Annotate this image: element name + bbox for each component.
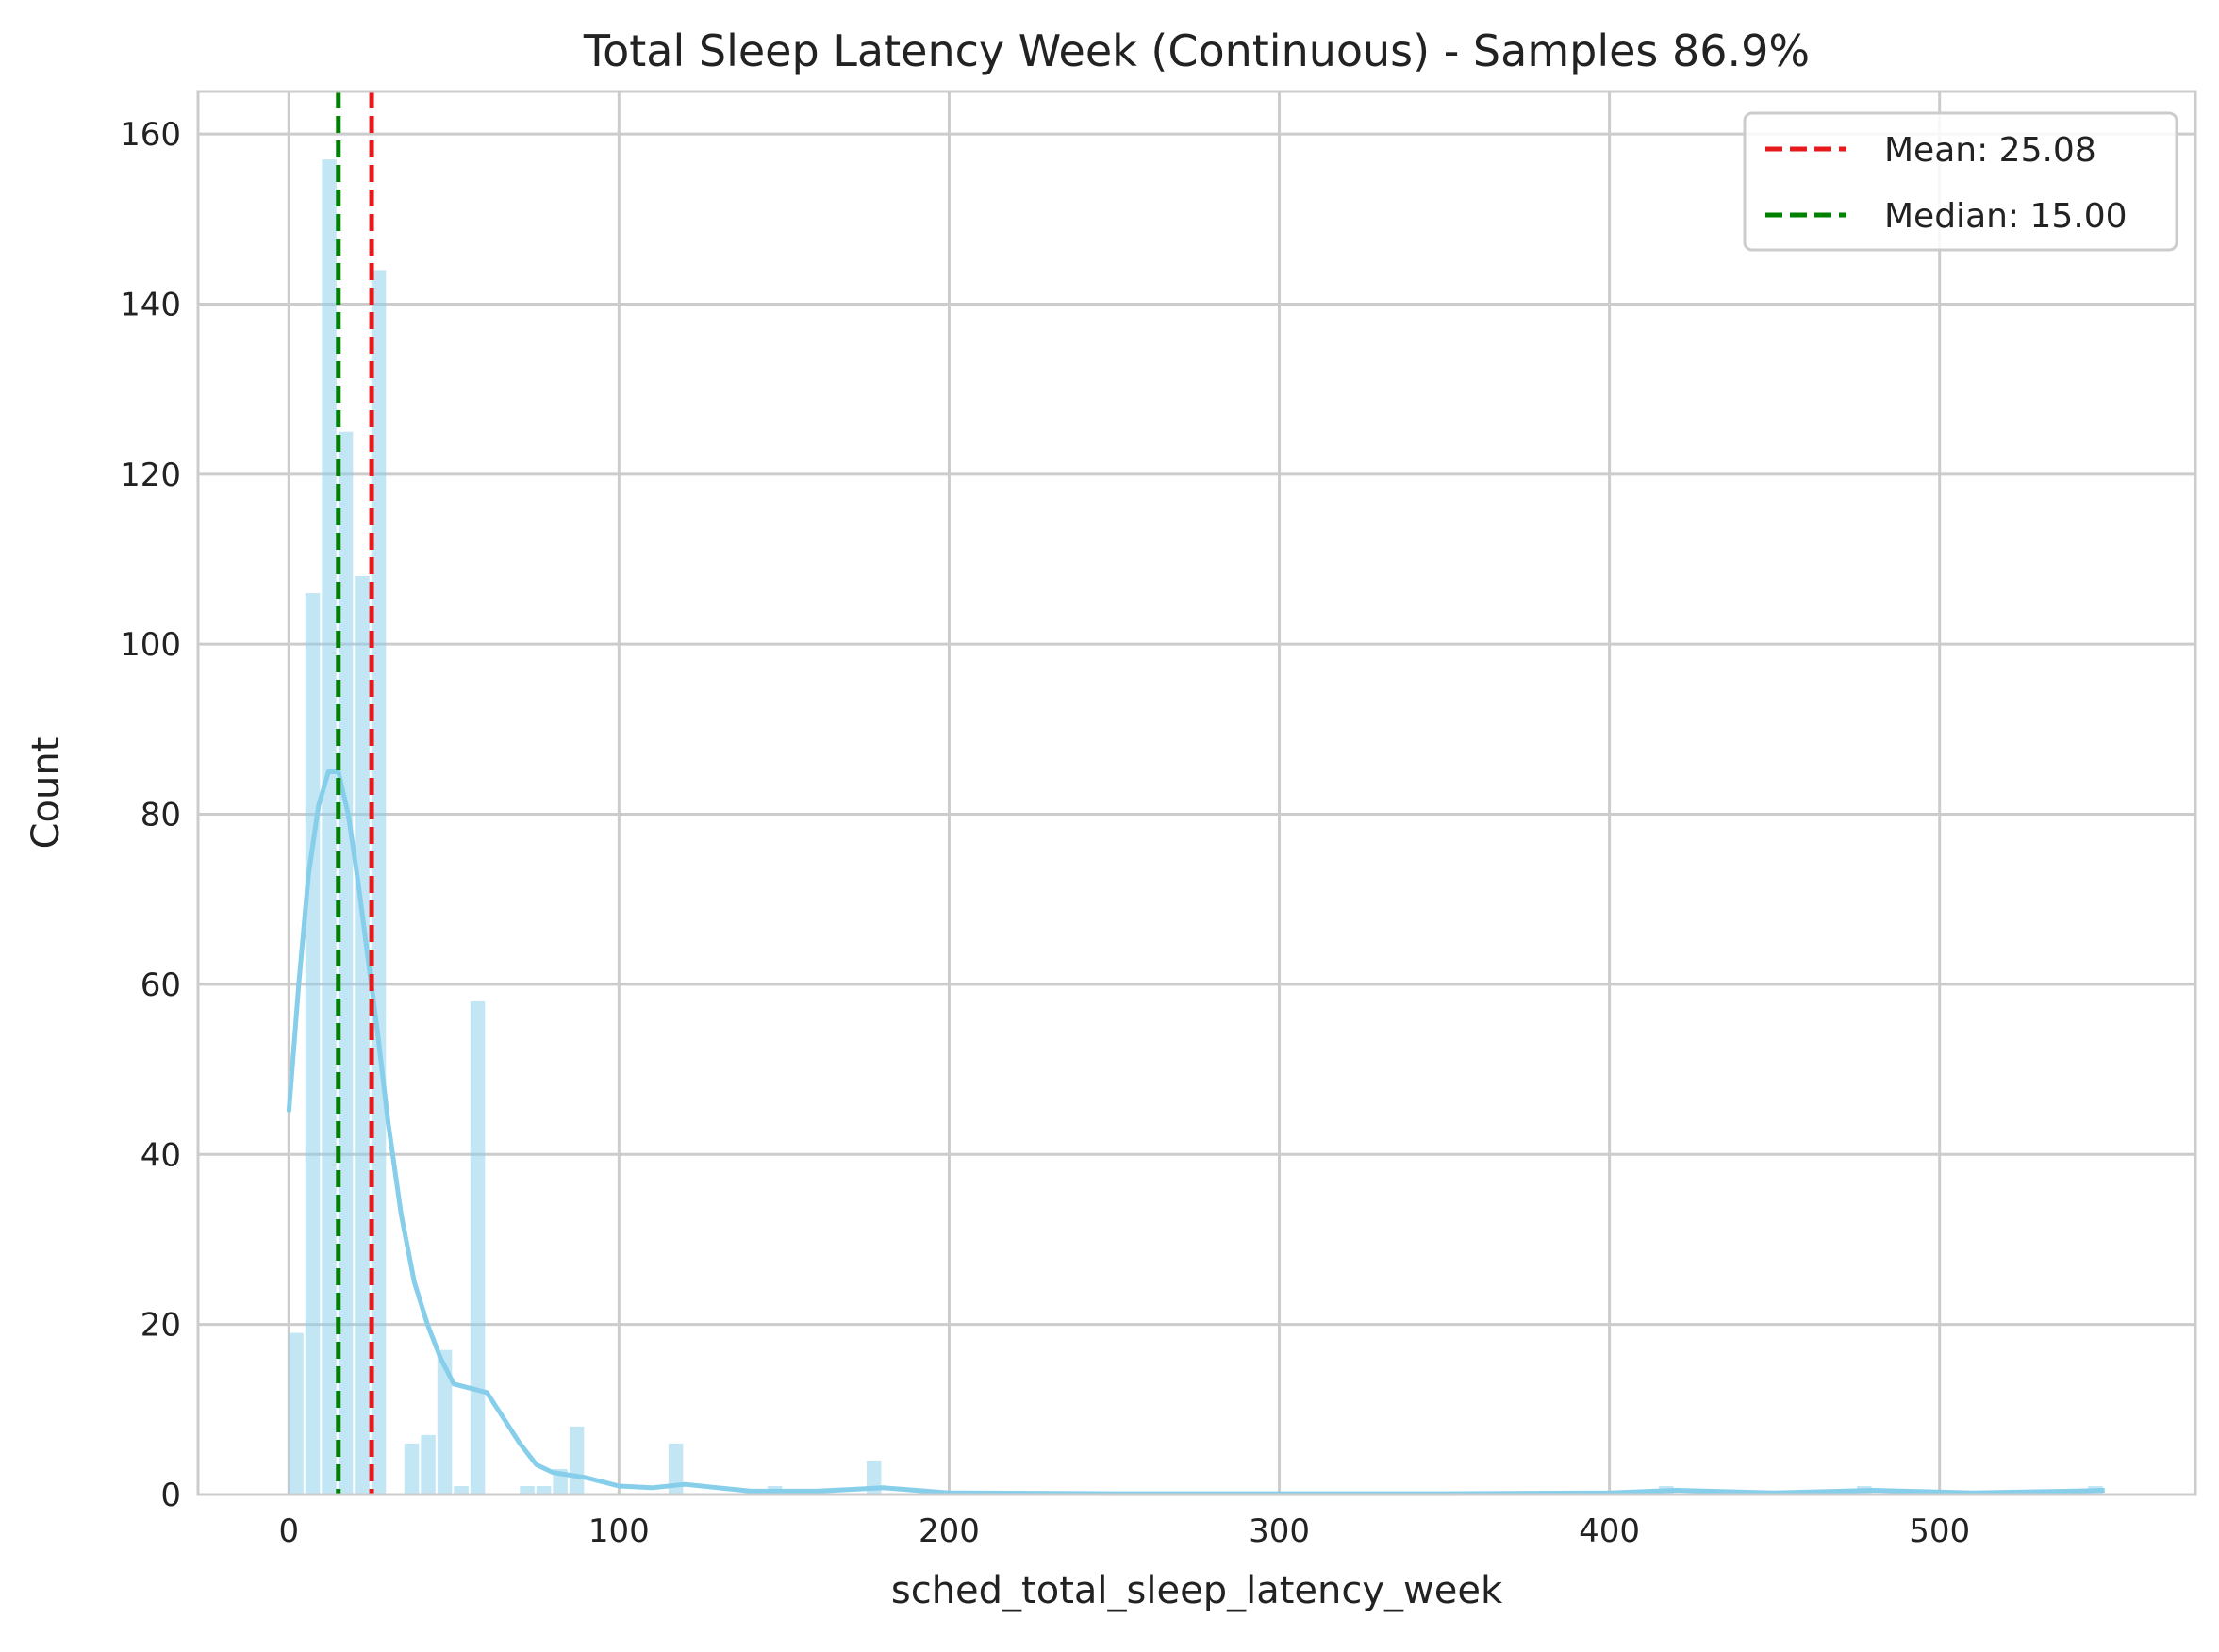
histogram-bar — [338, 431, 354, 1495]
y-axis-label: Count — [25, 737, 68, 850]
y-tick-label: 0 — [160, 1477, 181, 1514]
y-tick-label: 160 — [120, 116, 181, 154]
histogram-bar — [289, 1332, 304, 1495]
y-tick-label: 40 — [141, 1136, 181, 1174]
y-tick-label: 20 — [141, 1307, 181, 1345]
x-axis-label: sched_total_sleep_latency_week — [891, 1569, 1503, 1612]
chart-title: Total Sleep Latency Week (Continuous) - … — [583, 25, 1810, 76]
y-tick-label: 140 — [120, 286, 181, 323]
histogram-bar — [421, 1434, 436, 1495]
plot-area-frame — [196, 90, 2197, 1496]
x-tick-label: 200 — [919, 1512, 980, 1550]
histogram-bar — [668, 1443, 684, 1495]
x-tick-label: 400 — [1579, 1512, 1640, 1550]
histogram-bar — [371, 270, 387, 1495]
y-tick-label: 100 — [120, 626, 181, 664]
histogram-bar — [404, 1443, 420, 1495]
y-tick-label: 120 — [120, 456, 181, 494]
x-tick-label: 0 — [278, 1512, 299, 1550]
kde-layer — [286, 769, 2105, 1496]
kde-curve — [286, 769, 2105, 1496]
bars-layer — [289, 159, 2103, 1495]
legend: Mean: 25.08 Median: 15.00 — [1743, 111, 2178, 252]
histogram-bar — [355, 576, 370, 1495]
histogram-bar — [470, 1000, 486, 1495]
histogram-bar — [437, 1349, 453, 1495]
ticks-layer: 0 100 200 300 400 500 0 20 40 60 80 100 120 140 160 — [120, 116, 1970, 1550]
y-tick-label: 60 — [141, 966, 181, 1004]
legend-box — [1743, 111, 2178, 252]
x-tick-label: 300 — [1249, 1512, 1310, 1550]
histogram-bar — [536, 1485, 552, 1495]
grid-layer — [198, 91, 2195, 1496]
histogram-bar — [322, 159, 337, 1495]
legend-entry-label: Median: 15.00 — [1884, 197, 2128, 236]
histogram-bar — [454, 1485, 469, 1495]
x-tick-label: 500 — [1909, 1512, 1970, 1550]
histogram-bar — [520, 1485, 535, 1495]
y-tick-label: 80 — [141, 797, 181, 834]
histogram-bar — [305, 593, 321, 1495]
x-tick-label: 100 — [588, 1512, 650, 1550]
reference-lines-layer — [336, 91, 374, 1495]
histogram-bar — [569, 1426, 585, 1495]
legend-entry-label: Mean: 25.08 — [1884, 131, 2096, 170]
